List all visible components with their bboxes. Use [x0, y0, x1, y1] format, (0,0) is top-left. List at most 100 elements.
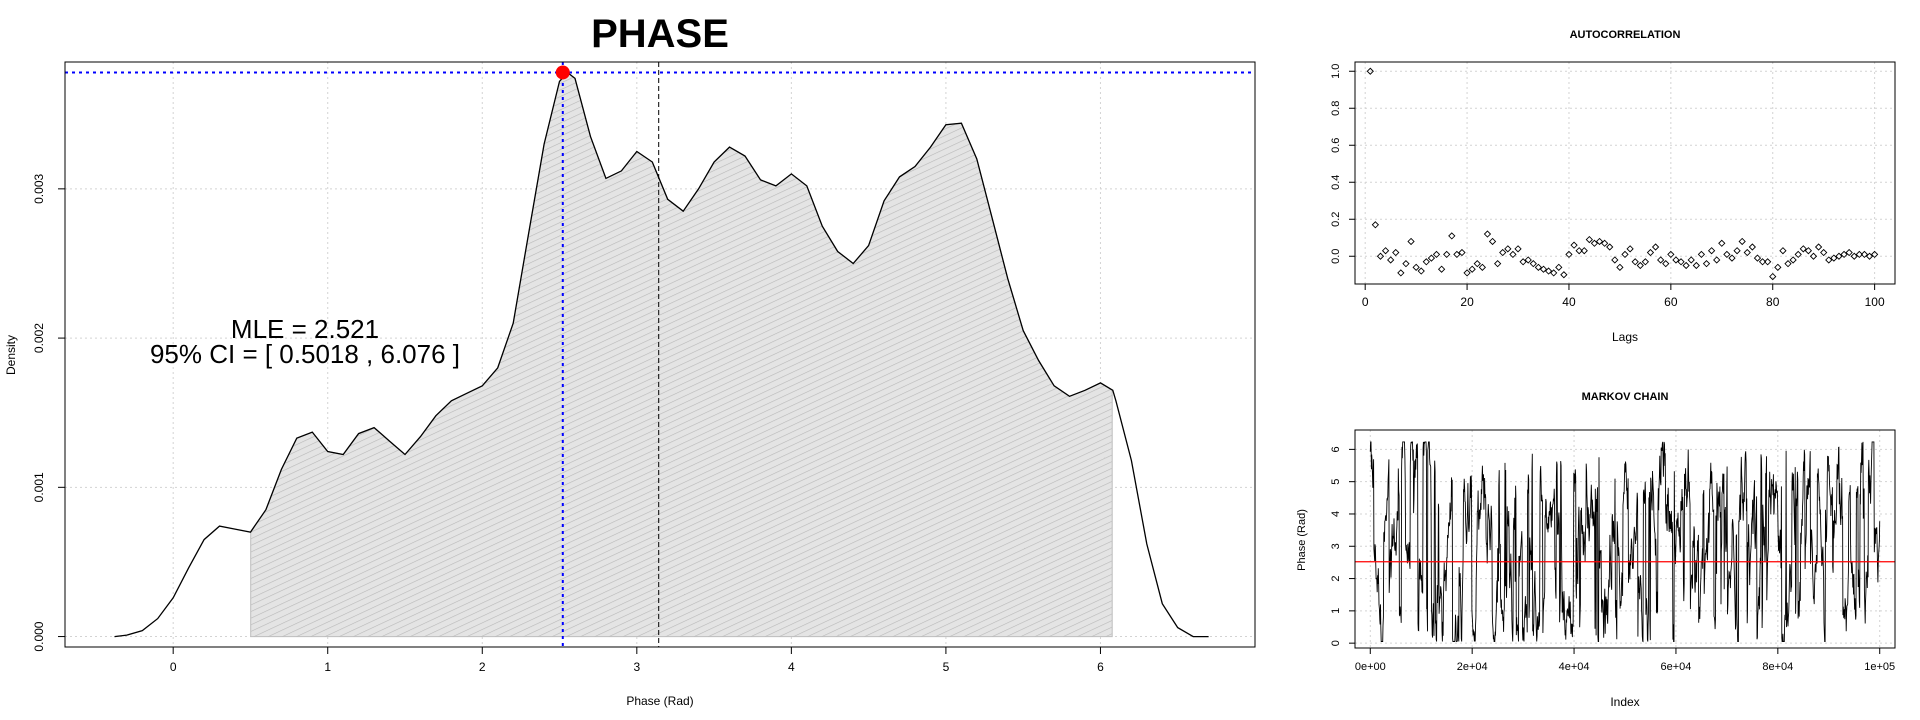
acf-point [1585, 235, 1593, 244]
mc-x-tick-label: 4e+04 [1559, 661, 1590, 673]
acf-point [1799, 245, 1807, 253]
acf-point [1376, 252, 1385, 260]
acf-point [1697, 250, 1706, 259]
acf-point [1748, 243, 1756, 251]
acf-point [1728, 254, 1736, 262]
mle-lines [65, 62, 1255, 647]
mle-annotation: MLE = 2.521 [231, 314, 379, 344]
mc-y-tick-label: 5 [1330, 479, 1342, 485]
acf-point [1499, 248, 1507, 257]
acf-point [1509, 250, 1517, 259]
acf-plot-frame [1354, 61, 1896, 285]
acf-x-axis-label: Lags [1612, 330, 1638, 344]
acf-point [1753, 254, 1762, 262]
acf-point [1458, 248, 1466, 257]
acf-point [1769, 272, 1777, 281]
density-curve [114, 71, 1209, 638]
mc-axes: 0e+00 2e+04 4e+04 6e+04 8e+04 1e+05 0 1 2 3 4 5 6 [1330, 446, 1895, 673]
acf-y-tick-label: 1.0 [1330, 64, 1342, 79]
acf-point [1820, 248, 1828, 257]
ci-annotation: 95% CI = [ 0.5018 , 6.076 ] [150, 339, 460, 369]
main-y-tick-label: 0.002 [32, 323, 46, 353]
acf-point [1407, 237, 1415, 246]
acf-point [1809, 252, 1818, 260]
acf-point [1504, 245, 1512, 253]
acf-point [1555, 263, 1563, 271]
mc-y-axis-label: Phase (Rad) [1296, 509, 1308, 571]
acf-point [1641, 258, 1650, 266]
acf-x-tick-label: 20 [1460, 295, 1474, 309]
acf-point [1825, 256, 1833, 264]
acf-point [1646, 248, 1655, 257]
acf-point [1422, 258, 1430, 266]
acf-point [1738, 237, 1746, 246]
acf-point [1565, 250, 1573, 259]
acf-point [1616, 263, 1624, 271]
mc-grid [1355, 430, 1895, 648]
acf-point [1621, 250, 1629, 259]
acf-point [1575, 247, 1583, 255]
main-x-tick-label: 5 [943, 660, 950, 674]
acf-point [1488, 237, 1497, 246]
acf-point [1534, 263, 1543, 271]
acf-point [1550, 269, 1558, 277]
acf-point [1600, 239, 1609, 247]
mc-x-axis-label: Index [1610, 695, 1639, 709]
acf-point [1473, 260, 1481, 268]
acf-point [1657, 256, 1665, 264]
main-x-tick-label: 0 [170, 660, 177, 674]
acf-point [1672, 256, 1680, 264]
mle-point [555, 65, 570, 80]
main-x-tick-label: 4 [788, 660, 795, 674]
acf-x-tick-label: 80 [1766, 295, 1780, 309]
acf-point [1626, 245, 1634, 253]
acf-point [1417, 267, 1425, 275]
trace-line [1369, 441, 1881, 643]
acf-point [1855, 250, 1863, 259]
acf-point [1702, 260, 1711, 268]
acf-point [1758, 258, 1767, 266]
acf-y-tick-label: 0.4 [1330, 175, 1342, 190]
acf-point [1570, 241, 1578, 249]
acf-point [1733, 247, 1741, 255]
mc-plot-frame [1354, 429, 1896, 649]
acf-point [1519, 258, 1527, 266]
mc-y-tick-label: 2 [1330, 576, 1342, 582]
acf-point [1707, 247, 1716, 255]
mc-y-tick-label: 4 [1330, 511, 1342, 517]
acf-point [1743, 248, 1751, 257]
acf-point [1402, 260, 1410, 268]
acf-point [1448, 232, 1456, 240]
acf-point [1544, 267, 1553, 275]
main-x-tick-label: 2 [479, 660, 486, 674]
acf-point [1371, 221, 1380, 229]
main-x-tick-label: 3 [633, 660, 640, 674]
acf-point [1636, 261, 1644, 270]
acf-y-tick-label: 0.0 [1330, 249, 1342, 264]
mc-y-tick-label: 0 [1330, 640, 1342, 646]
mc-x-tick-label: 2e+04 [1457, 661, 1488, 673]
acf-point [1606, 243, 1614, 251]
main-axes: 0 1 2 3 4 5 6 0.000 0.001 0.002 0.003 [32, 174, 1104, 674]
acf-point [1453, 250, 1461, 259]
acf-y-tick-label: 0.2 [1330, 212, 1342, 227]
acf-point [1494, 260, 1502, 268]
markov-chain-trace [1369, 441, 1881, 643]
mc-title: MARKOV CHAIN [1582, 391, 1669, 403]
acf-point [1651, 243, 1660, 251]
acf-point [1865, 252, 1874, 260]
acf-point [1611, 256, 1619, 264]
acf-point [1779, 247, 1787, 255]
acf-point [1789, 256, 1797, 264]
acf-point [1677, 258, 1685, 266]
acf-points [1366, 67, 1879, 281]
acf-point [1483, 230, 1492, 238]
acf-point [1514, 245, 1522, 253]
acf-point [1774, 263, 1782, 271]
acf-x-tick-label: 100 [1865, 295, 1885, 309]
mc-x-tick-label: 6e+04 [1660, 661, 1691, 673]
main-x-tick-label: 6 [1097, 660, 1104, 674]
main-title: PHASE [591, 12, 729, 56]
acf-y-tick-label: 0.8 [1330, 101, 1342, 116]
